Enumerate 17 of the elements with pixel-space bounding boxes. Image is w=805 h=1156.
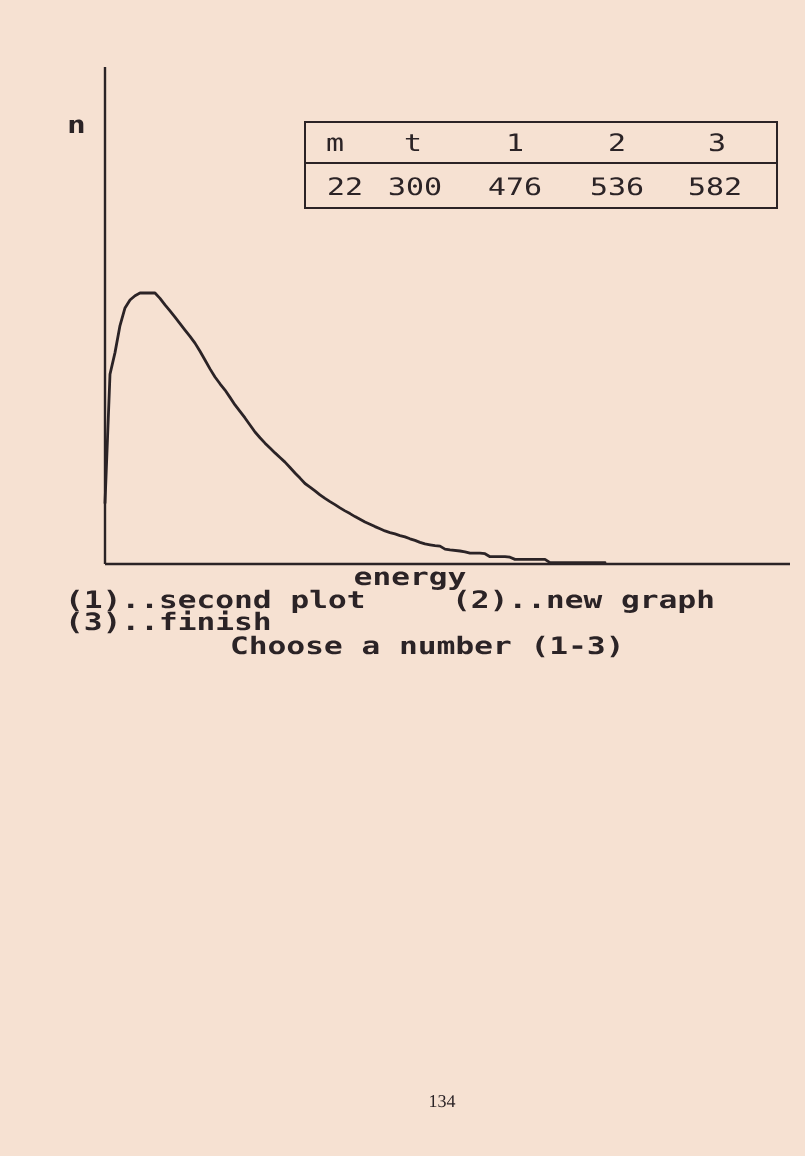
text: (2)..new graph [457, 589, 713, 613]
text: m [327, 137, 343, 151]
text: Choose a number (1-3) [232, 635, 619, 658]
text: 22 [329, 177, 361, 195]
text: 2 [610, 133, 624, 151]
text: 476 [489, 177, 541, 196]
text: 582 [690, 177, 740, 196]
text: 3 [709, 133, 724, 152]
text: 134 [430, 1095, 456, 1108]
text: 536 [592, 177, 643, 196]
text: (3)..finish [70, 610, 270, 634]
text: (1)..second plot [70, 589, 364, 613]
text: n [69, 119, 84, 133]
x-axis-title: energy [355, 571, 466, 590]
text: 300 [389, 177, 441, 196]
text: t [405, 134, 420, 151]
text: 1 [509, 133, 522, 151]
